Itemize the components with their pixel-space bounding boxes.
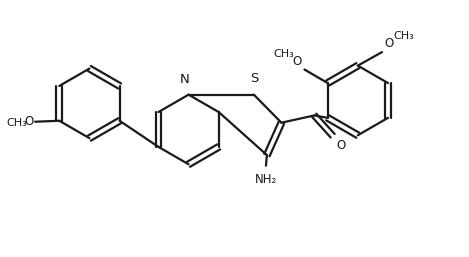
Text: CH₃: CH₃ (274, 49, 295, 59)
Text: O: O (385, 37, 393, 50)
Text: O: O (24, 115, 33, 128)
Text: CH₃: CH₃ (393, 31, 414, 41)
Text: O: O (336, 139, 345, 152)
Text: N: N (180, 74, 189, 86)
Text: NH₂: NH₂ (255, 173, 277, 187)
Text: S: S (250, 72, 258, 86)
Text: CH₃: CH₃ (7, 118, 27, 128)
Text: O: O (293, 54, 302, 68)
